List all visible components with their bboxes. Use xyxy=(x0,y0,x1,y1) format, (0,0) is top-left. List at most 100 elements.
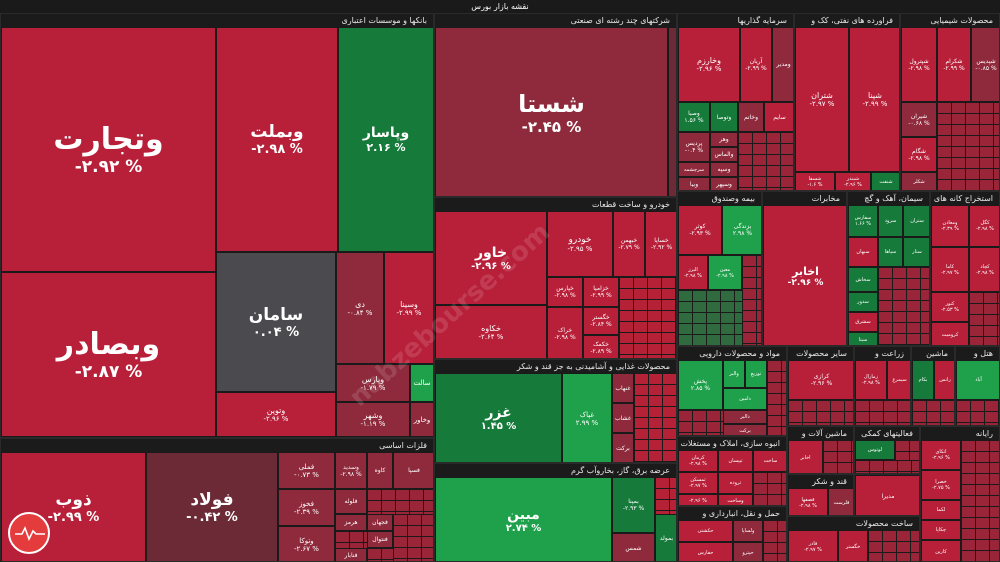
tile-harmoz[interactable]: هرمز xyxy=(335,514,367,531)
tile-dalbor[interactable]: دالبر xyxy=(723,410,767,424)
tile-shpadis[interactable]: شپدیس -۰.۸۵ % xyxy=(971,27,999,102)
tile-mobin[interactable]: مبین ۲.۷۴ % xyxy=(435,477,612,561)
tile-shkalr[interactable]: شکلر xyxy=(901,172,937,190)
tile-fkhoz[interactable]: فخوز -۲.۳۹ % xyxy=(278,489,335,526)
tile-vmehr[interactable]: وهر xyxy=(710,132,738,147)
tile-vtvon[interactable]: وتوین -۲.۹۶ % xyxy=(216,392,336,437)
tile-fmeli[interactable]: فملی -۰.۷۳ % xyxy=(278,452,335,489)
tile-vtvka[interactable]: وتوکا -۲.۶۷ % xyxy=(278,526,335,561)
tile-madira[interactable]: مدیرا xyxy=(855,475,919,515)
tile-shpena[interactable]: شپنا -۲.۹۹ % xyxy=(849,27,899,172)
tile-sefars[interactable]: سفارس ۱.۶۶ % xyxy=(848,205,878,237)
section-banks[interactable]: بانکها و موسسات اعتباری وتجارت -۲.۹۲ % و… xyxy=(0,13,434,438)
tile-dalmin[interactable]: دامین xyxy=(723,388,767,410)
tile-fjahan[interactable]: فجهان xyxy=(367,514,393,531)
tile-shesfa[interactable]: شسفا -۱.۶ % xyxy=(795,172,835,190)
section-realestate[interactable]: انبوه سازی، املاک و مستغلات کرمان -۲.۹۸ … xyxy=(677,436,787,506)
tile-vmadir[interactable]: ومدیر xyxy=(772,27,793,102)
tile-khasra[interactable]: خصرا -۲.۷۵ % xyxy=(921,470,961,500)
tile-hbinool[interactable]: حپترو xyxy=(733,542,763,561)
tile-arian[interactable]: آریان -۲.۹۹ % xyxy=(740,27,772,102)
tile-kromit[interactable]: کرومیت xyxy=(931,322,969,345)
section-machinery[interactable]: ماشین بکام رانس xyxy=(911,346,955,426)
tile-vmadan[interactable]: ومعادن -۲.۳۹ % xyxy=(931,205,969,247)
tile-kover[interactable]: کوثر -۲.۹۳ % xyxy=(678,205,722,255)
tile-sadarab[interactable]: سدور xyxy=(848,292,878,312)
tile-saman[interactable]: سامان ۰.۰۴ % xyxy=(216,252,336,392)
tile-vtosa[interactable]: وتوصا xyxy=(710,102,738,132)
tile-khparis[interactable]: خپارس -۲.۹۸ % xyxy=(547,277,583,307)
tile-vparis[interactable]: وپارس -۱.۷۹ % xyxy=(336,364,410,402)
tile-shkaram[interactable]: شکرام -۲.۹۹ % xyxy=(937,27,971,102)
tile-khobar[interactable]: خگستر xyxy=(838,530,868,561)
section-telecom[interactable]: مخابرات اخابر -۲.۹۶ % xyxy=(762,191,847,346)
tile-karmaan[interactable]: کرمان -۲.۹۸ % xyxy=(678,450,718,472)
tile-shpdes[interactable]: شپترول -۲.۹۸ % xyxy=(901,27,937,102)
tile-thmskan[interactable]: ثمسکن -۲.۹۷ % xyxy=(678,472,718,494)
section-auto[interactable]: خودرو و ساخت قطعات خاور -۲.۹۶ % خودرو -۲… xyxy=(434,197,677,359)
section-hotel[interactable]: هتل و آباد xyxy=(955,346,1000,426)
section-food[interactable]: محصولات غذایی و آشامیدنی به جز قند و شکر… xyxy=(434,359,677,463)
tile-vafar[interactable]: والبر xyxy=(723,360,745,388)
tile-ltpeh[interactable]: لکما xyxy=(921,500,961,520)
tile-sayyam[interactable]: سایم xyxy=(764,102,793,132)
tile-rals[interactable]: رانس xyxy=(934,360,954,400)
section-mining[interactable]: استخراج کانه های ومعادن -۲.۳۹ % کگل -۲.۹… xyxy=(930,191,1000,346)
tile-vsadid[interactable]: وسدید -۲.۹۸ % xyxy=(335,452,367,489)
tile-shgam[interactable]: شگام -۲.۹۸ % xyxy=(901,137,937,172)
tile-vshahr[interactable]: وشهر -۱.۱۹ % xyxy=(336,402,410,437)
tile-vsepeh[interactable]: وسپه xyxy=(710,162,738,177)
tile-vasakht[interactable]: وساخت xyxy=(718,494,753,505)
tile-bkhsh[interactable]: پخش ۲.۸۵ % xyxy=(678,360,723,410)
tile-shbandar[interactable]: شبندر -۲.۹۶ % xyxy=(835,172,871,190)
tile-vtjarat[interactable]: وتجارت -۲.۹۲ % xyxy=(1,27,216,272)
tile-fooleh[interactable]: فلوله xyxy=(335,489,367,514)
tile-shasta[interactable]: شستا -۲.۴۵ % xyxy=(435,27,668,196)
tile-ghshab[interactable]: غشاب xyxy=(612,403,634,433)
section-insurance[interactable]: بیمه وصندوق کوثر -۲.۹۳ % بزندگی ۲.۹۸ % ا… xyxy=(677,191,762,346)
tile-khorak[interactable]: خراک -۲.۹۸ % xyxy=(547,307,583,358)
tile-vbiya[interactable]: وبیا xyxy=(678,177,710,190)
tile-khodro[interactable]: خودرو -۲.۹۵ % xyxy=(547,211,613,277)
tile-khavar[interactable]: خاور -۲.۹۶ % xyxy=(435,211,547,305)
section-computer[interactable]: فعالیتهای کمکی لوتوس xyxy=(854,426,920,474)
tile-vtozi[interactable]: توزیع xyxy=(745,360,767,388)
tile-shiran[interactable]: شیران -۰.۶۸ % xyxy=(901,102,937,137)
tile-bmolavel[interactable]: بمولد xyxy=(655,514,676,561)
tile-fadar[interactable]: فاذر -۲.۹۷ % xyxy=(788,530,838,561)
tile-sita[interactable]: سیتا xyxy=(848,332,878,345)
tile-borzandegi[interactable]: بزندگی ۲.۹۸ % xyxy=(722,205,761,255)
tile-vsalr[interactable]: ولساپا xyxy=(733,520,763,542)
tile-thesazeh[interactable]: تیپسان xyxy=(718,450,753,472)
tile-fsapa[interactable]: فسپا xyxy=(393,452,433,489)
tile-kaveh[interactable]: کاوه xyxy=(367,452,393,489)
section-pharma[interactable]: مواد و محصولات دارویی پخش ۲.۸۵ % والبر ت… xyxy=(677,346,787,436)
section-oil[interactable]: فراورده های نفتی، کک و شتران -۲.۹۷ % شپن… xyxy=(794,13,900,191)
tile-sepaha[interactable]: سپاها xyxy=(878,237,903,267)
tile-karazi[interactable]: کرازی -۲.۹۶ % xyxy=(788,360,853,400)
tile-ghpak[interactable]: غپاک ۲.۹۹ % xyxy=(562,373,612,462)
tile-ghfars[interactable]: قصفها -۲.۹۸ % xyxy=(788,488,828,515)
section-chem[interactable]: محصولات شیمیایی شپترول -۲.۹۸ % شکرام -۲.… xyxy=(900,13,1000,191)
tile-ayad[interactable]: آباد xyxy=(956,360,999,400)
tile-sakhash[interactable]: سخاش xyxy=(848,267,878,292)
section-invest[interactable]: سرمایه گذاریها وخارزم -۲.۹۶ % آریان -۲.۹… xyxy=(677,13,794,191)
tile-simorgh[interactable]: سیمرغ xyxy=(887,360,910,400)
tile-salt[interactable]: سالت xyxy=(410,364,433,402)
tile-ghazar[interactable]: غزر ۱.۴۵ % xyxy=(435,373,562,462)
tile-sorood[interactable]: سرود xyxy=(878,205,903,237)
tile-fentval[interactable]: فنتوال xyxy=(367,531,393,548)
tile-khokaveh[interactable]: خکاوه -۲.۶۴ % xyxy=(435,305,547,358)
tile-kchavar[interactable]: کاربن xyxy=(921,540,961,561)
tile-kchad[interactable]: کچاد -۲.۹۸ % xyxy=(969,247,999,292)
tile-kgol[interactable]: کگل -۲.۹۸ % xyxy=(969,205,999,247)
tile-vbsader[interactable]: وبصادر -۲.۸۷ % xyxy=(1,272,216,437)
tile-khgostar[interactable]: خگستر -۲.۸۴ % xyxy=(583,307,619,335)
tile-vbimeh[interactable]: البرز -۲.۹۸ % xyxy=(678,255,708,290)
tile-vkharzam[interactable]: وخارزم -۲.۹۶ % xyxy=(678,27,740,102)
section-sugar[interactable]: قند و شکر قصفها -۲.۹۸ % قلرست xyxy=(787,474,854,516)
tile-khazin[interactable]: اخابر xyxy=(788,440,823,473)
section-agri[interactable]: زراعت و زمارال -۲.۹۸ % سیمرغ xyxy=(854,346,911,426)
tile-thbaghar[interactable]: ثروده xyxy=(718,472,753,494)
tile-shatran[interactable]: شتران -۲.۹۷ % xyxy=(795,27,849,172)
